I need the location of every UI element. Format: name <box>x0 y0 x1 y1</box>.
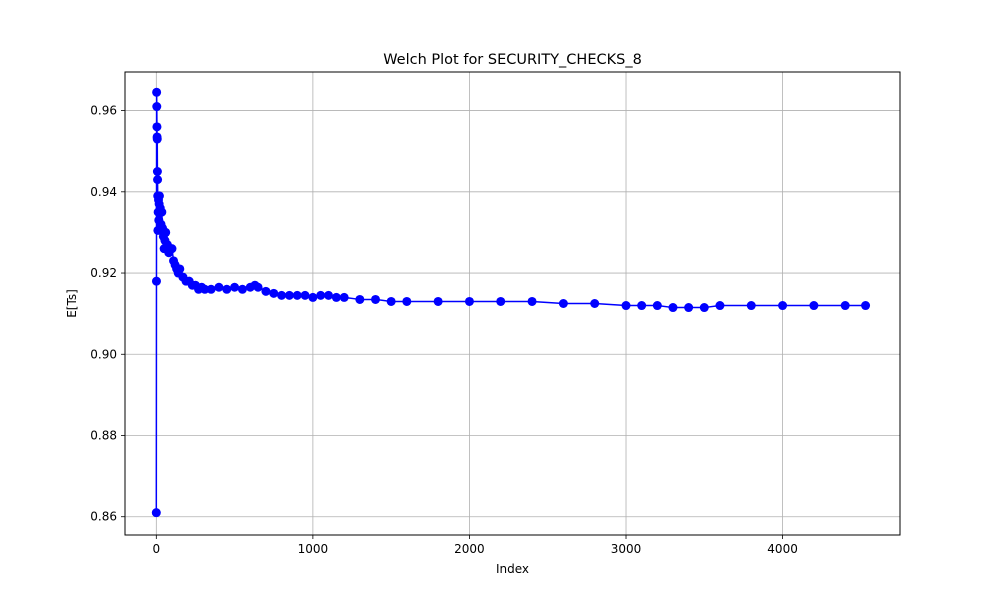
data-point <box>253 282 263 292</box>
data-point <box>621 301 631 311</box>
data-point <box>590 299 600 308</box>
data-point <box>316 290 326 300</box>
data-point <box>161 227 171 237</box>
data-point <box>292 290 302 300</box>
x-tick-label: 1000 <box>298 542 329 556</box>
data-point <box>300 290 310 300</box>
data-point <box>152 134 162 144</box>
data-point <box>151 508 161 518</box>
x-tick-label: 4000 <box>767 542 798 556</box>
data-point <box>355 294 365 304</box>
data-point <box>684 303 694 313</box>
data-point <box>840 301 850 311</box>
y-tick-label: 0.90 <box>90 347 117 361</box>
data-point <box>386 296 396 306</box>
data-point <box>652 301 662 311</box>
data-point <box>339 292 349 302</box>
y-tick-label: 0.94 <box>90 185 117 199</box>
y-tick-label: 0.96 <box>90 104 117 118</box>
x-axis-ticks: 0 1000 2000 3000 4000 <box>152 535 798 556</box>
data-point <box>261 286 271 296</box>
y-tick-label: 0.92 <box>90 266 117 280</box>
data-point <box>230 282 240 292</box>
data-point <box>861 301 871 311</box>
data-point <box>222 284 232 294</box>
data-point <box>464 296 474 306</box>
data-point <box>308 292 318 302</box>
y-tick-label: 0.88 <box>90 428 117 442</box>
data-point <box>269 288 279 298</box>
data-point <box>715 301 725 311</box>
data-point <box>154 191 164 201</box>
x-tick-label: 3000 <box>611 542 642 556</box>
data-point <box>277 290 287 300</box>
data-point <box>152 167 162 177</box>
x-axis-label: Index <box>496 562 529 576</box>
data-point <box>284 290 294 300</box>
data-point <box>151 276 161 286</box>
series-0 <box>151 87 871 518</box>
data-point <box>331 292 341 302</box>
y-axis-label: E[Ts] <box>65 289 79 318</box>
chart-title: Welch Plot for SECURITY_CHECKS_8 <box>383 52 642 68</box>
series-layer <box>151 87 871 518</box>
data-point <box>558 299 568 308</box>
data-point <box>152 87 162 97</box>
data-point <box>746 301 756 311</box>
y-tick-label: 0.86 <box>90 510 117 524</box>
data-point <box>167 244 177 254</box>
data-point <box>433 296 443 306</box>
data-point <box>200 284 210 294</box>
y-axis-ticks: 0.86 0.88 0.90 0.92 0.94 0.96 <box>90 104 125 524</box>
data-point <box>237 284 247 294</box>
data-point <box>402 296 412 306</box>
data-point <box>206 284 216 294</box>
data-point <box>637 301 647 311</box>
data-point <box>371 294 381 304</box>
data-point <box>153 175 163 185</box>
data-point <box>778 301 788 311</box>
data-point <box>496 296 506 306</box>
plot-area-frame <box>124 71 901 536</box>
data-point <box>175 264 185 274</box>
x-tick-label: 0 <box>152 542 160 556</box>
data-point <box>157 207 167 217</box>
data-point <box>527 296 537 306</box>
data-point <box>809 301 819 311</box>
data-point <box>324 290 334 300</box>
data-point <box>214 282 224 292</box>
data-point <box>152 102 162 112</box>
data-point <box>668 303 678 313</box>
data-point <box>699 303 709 313</box>
x-tick-label: 2000 <box>454 542 485 556</box>
data-point <box>152 122 162 132</box>
